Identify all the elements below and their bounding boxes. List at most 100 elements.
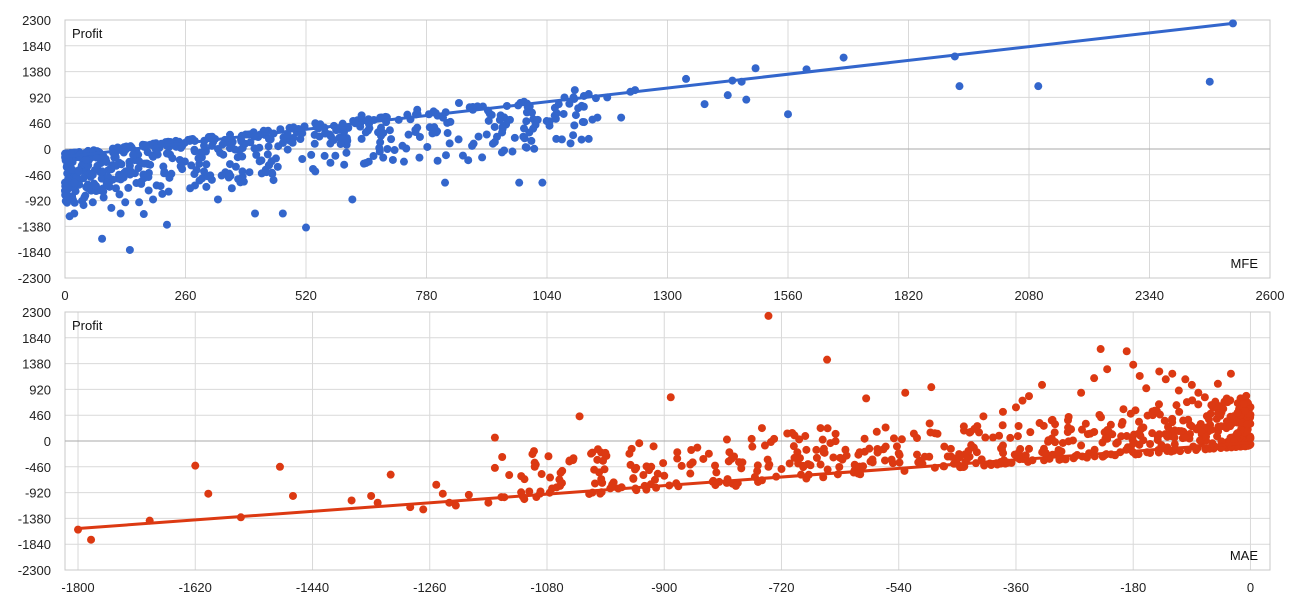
- data-point: [693, 443, 702, 452]
- data-point: [246, 138, 255, 147]
- data-point: [1044, 436, 1053, 445]
- y-tick-label: 920: [29, 382, 51, 397]
- data-point: [790, 431, 799, 440]
- data-point: [264, 134, 273, 143]
- data-point: [522, 143, 531, 152]
- y-tick-label: -1380: [18, 511, 51, 526]
- data-point: [666, 393, 675, 402]
- data-point: [1090, 445, 1099, 454]
- data-point: [68, 195, 77, 204]
- x-tick-label: 520: [295, 288, 317, 303]
- data-point: [914, 458, 923, 467]
- data-point: [522, 108, 531, 117]
- data-point: [164, 187, 173, 196]
- data-point: [552, 134, 561, 143]
- data-point: [176, 161, 185, 170]
- data-point: [1129, 360, 1138, 369]
- x-tick-label: -1080: [530, 580, 563, 595]
- data-point: [559, 109, 568, 118]
- data-point: [93, 161, 102, 170]
- data-point: [376, 138, 385, 147]
- data-point: [505, 115, 514, 124]
- data-point: [135, 198, 144, 207]
- trendline: [64, 21, 1234, 159]
- data-point: [545, 117, 554, 126]
- data-point: [1077, 441, 1086, 450]
- data-point: [1051, 420, 1060, 429]
- data-point: [399, 157, 408, 166]
- trendline: [77, 441, 1251, 530]
- data-point: [107, 165, 116, 174]
- data-point: [135, 157, 144, 166]
- x-tick-label: -360: [1003, 580, 1029, 595]
- data-point: [233, 153, 242, 162]
- data-point: [1233, 408, 1242, 417]
- data-point: [770, 434, 779, 443]
- data-point: [1164, 422, 1173, 431]
- data-point: [998, 407, 1007, 416]
- data-point: [1239, 399, 1248, 408]
- data-point: [593, 113, 602, 122]
- data-point: [274, 142, 283, 151]
- data-point: [124, 183, 133, 192]
- data-point: [454, 99, 463, 108]
- data-point: [1077, 388, 1086, 397]
- data-point: [855, 448, 864, 457]
- data-point: [881, 442, 890, 451]
- data-point: [451, 501, 460, 510]
- data-point: [88, 198, 97, 207]
- data-point: [498, 128, 507, 137]
- data-point: [464, 156, 473, 165]
- data-point: [569, 456, 578, 465]
- data-point: [927, 383, 936, 392]
- data-point: [484, 116, 493, 125]
- data-point: [760, 441, 769, 450]
- data-point: [555, 475, 564, 484]
- data-point: [722, 435, 731, 444]
- y-tick-label: -2300: [18, 563, 51, 578]
- data-point: [278, 209, 287, 218]
- data-point: [627, 444, 636, 453]
- data-point: [433, 156, 442, 165]
- data-point: [357, 111, 366, 120]
- data-point: [704, 449, 713, 458]
- data-point: [1126, 409, 1135, 418]
- data-point: [967, 441, 976, 450]
- data-point: [119, 173, 128, 182]
- x-tick-label: 1300: [653, 288, 682, 303]
- data-point: [485, 109, 494, 118]
- data-point: [107, 203, 116, 212]
- data-point: [617, 113, 626, 122]
- data-point: [959, 422, 968, 431]
- data-point: [218, 140, 227, 149]
- data-point: [115, 190, 124, 199]
- data-point: [1194, 388, 1203, 397]
- data-point: [217, 171, 226, 180]
- data-point: [500, 146, 509, 155]
- data-point: [1038, 380, 1047, 389]
- data-point: [1095, 410, 1104, 419]
- data-point: [200, 141, 209, 150]
- x-tick-label: 1820: [894, 288, 923, 303]
- data-point: [1064, 423, 1073, 432]
- data-point: [575, 412, 584, 421]
- data-point: [348, 195, 357, 204]
- data-point: [529, 447, 538, 456]
- data-point: [225, 160, 234, 169]
- data-point: [727, 454, 736, 463]
- data-point: [379, 153, 388, 162]
- data-point: [390, 146, 399, 155]
- data-point: [1150, 406, 1159, 415]
- data-point: [544, 452, 553, 461]
- data-point: [273, 162, 282, 171]
- y-tick-label: 0: [44, 434, 51, 449]
- data-point: [126, 168, 135, 177]
- data-point: [1163, 431, 1172, 440]
- data-point: [152, 181, 161, 190]
- data-point: [1241, 406, 1250, 415]
- data-point: [342, 148, 351, 157]
- data-point: [1161, 375, 1170, 384]
- data-point: [263, 150, 272, 159]
- data-point: [995, 431, 1004, 440]
- data-point: [831, 437, 840, 446]
